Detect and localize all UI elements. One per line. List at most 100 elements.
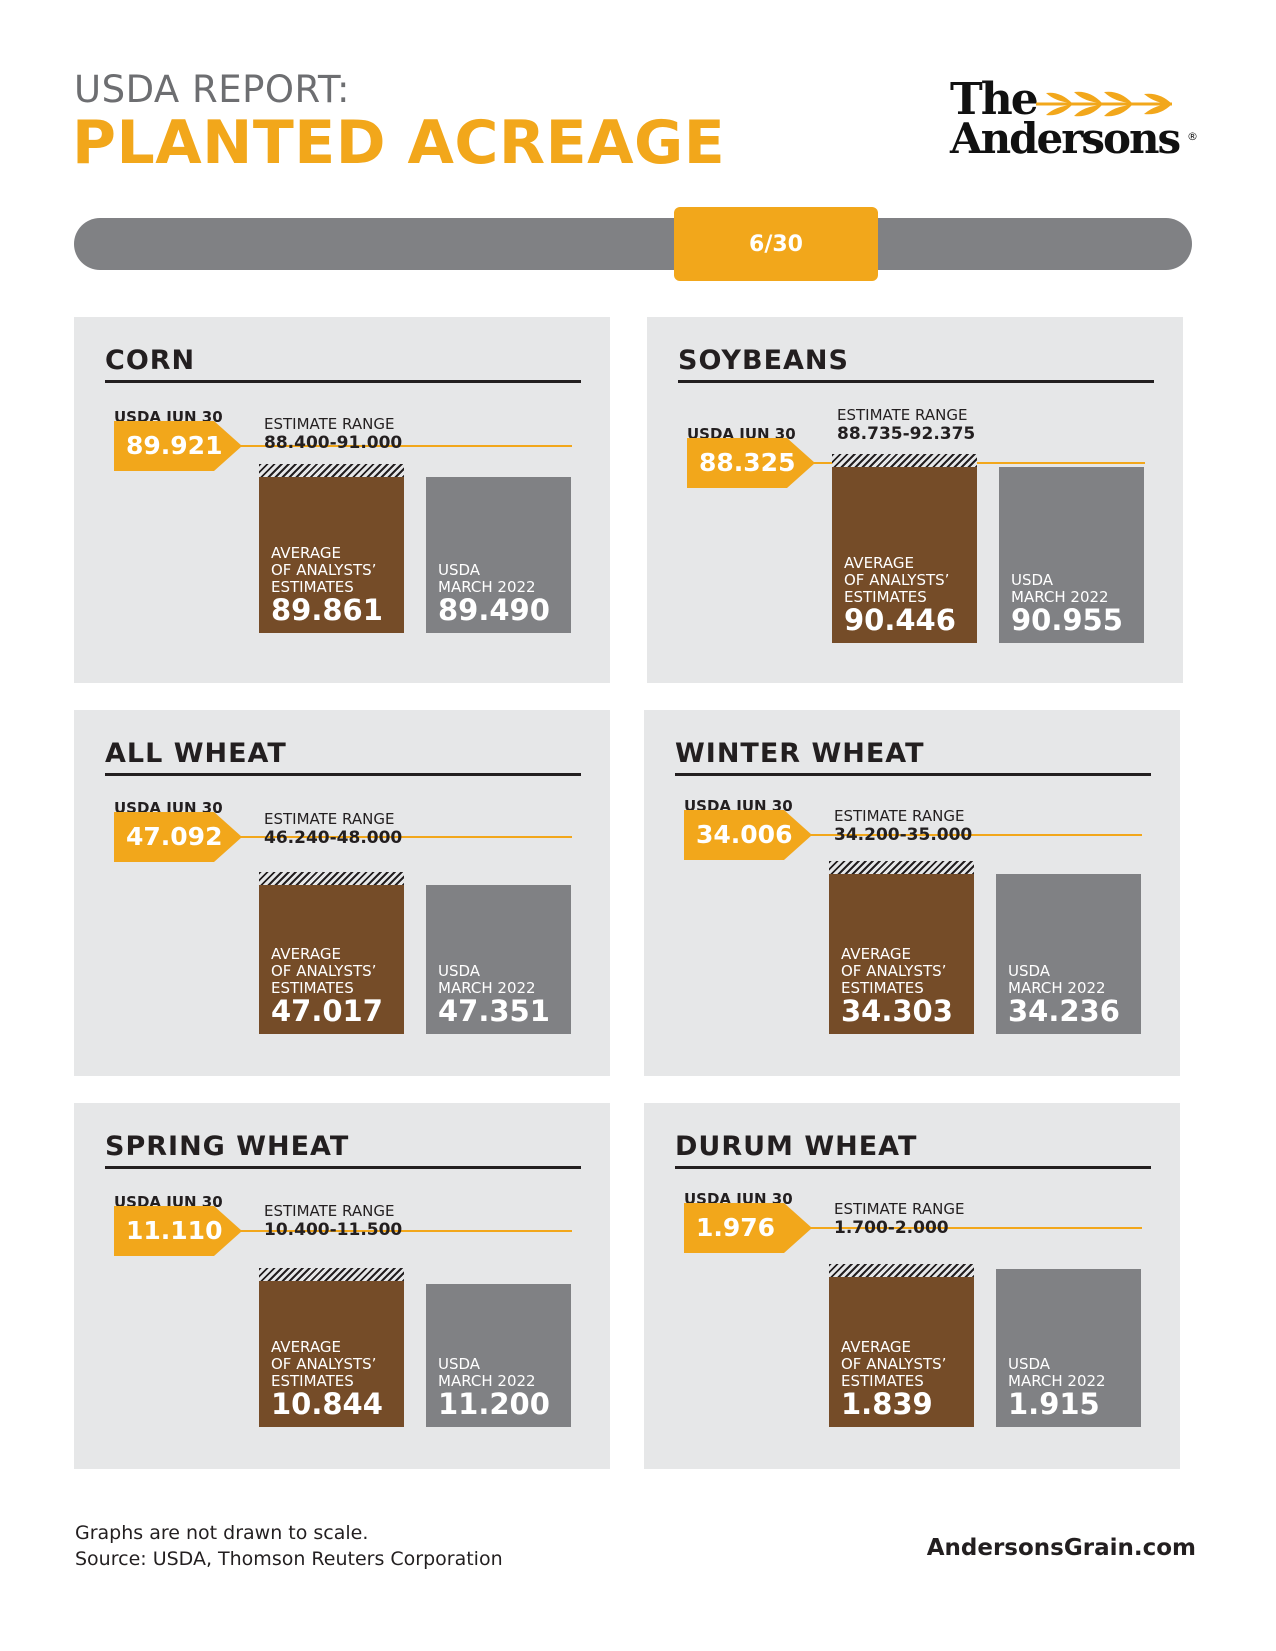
avg-estimate-label: AVERAGE OF ANALYSTS’ ESTIMATES	[271, 1339, 376, 1390]
estimate-range-label: ESTIMATE RANGE	[834, 807, 965, 825]
flag-shape	[114, 812, 242, 862]
march-label-line: MARCH 2022	[438, 578, 536, 596]
crop-title: WINTER WHEAT	[675, 738, 925, 769]
usda-jun30-value: 89.921	[126, 431, 223, 460]
avg-estimate-label: AVERAGE OF ANALYSTS’ ESTIMATES	[841, 1339, 946, 1390]
avg-label-line: OF ANALYSTS’	[271, 962, 377, 980]
estimate-range-value: 34.200-35.000	[834, 825, 973, 845]
flag-shape	[114, 421, 242, 471]
march-label-line: USDA	[438, 561, 481, 579]
scale-note: Graphs are not drawn to scale.	[75, 1522, 369, 1544]
usda-march-label: USDA MARCH 2022	[438, 562, 536, 596]
title-rule	[678, 380, 1154, 383]
avg-label-line: OF ANALYSTS’	[844, 571, 950, 589]
avg-estimate-label: AVERAGE OF ANALYSTS’ ESTIMATES	[271, 545, 376, 596]
estimate-range-label: ESTIMATE RANGE	[264, 415, 395, 433]
estimate-range-label: ESTIMATE RANGE	[264, 1202, 395, 1220]
crop-title: CORN	[105, 345, 196, 376]
crop-panel: CORN USDA JUN 30 89.921 ESTIMATE RANGE 88.40…	[74, 317, 610, 683]
avg-estimate-value: 10.844	[271, 1387, 383, 1421]
march-label-line: MARCH 2022	[438, 1372, 536, 1390]
avg-label-line: AVERAGE	[841, 945, 911, 963]
crop-title: SPRING WHEAT	[105, 1131, 350, 1162]
wheat-icon	[1036, 91, 1172, 117]
usda-march-bar: USDA MARCH 2022 11.200	[426, 1284, 571, 1427]
crop-panel: WINTER WHEAT USDA JUN 30 34.006 ESTIMATE RA…	[644, 710, 1180, 1076]
title-rule	[105, 773, 581, 776]
march-label-line: USDA	[438, 1355, 481, 1373]
usda-march-value: 1.915	[1008, 1387, 1100, 1421]
report-pretitle: USDA REPORT:	[74, 68, 351, 111]
usda-jun30-flag: 88.325	[687, 438, 815, 488]
title-rule	[105, 380, 581, 383]
avg-label-line: AVERAGE	[841, 1338, 911, 1356]
estimate-range-value: 10.400-11.500	[264, 1220, 403, 1240]
usda-march-label: USDA MARCH 2022	[438, 963, 536, 997]
usda-march-label: USDA MARCH 2022	[438, 1356, 536, 1390]
avg-label-line: AVERAGE	[271, 544, 341, 562]
usda-jun30-flag: 47.092	[114, 812, 242, 862]
logo-registered-mark: ®	[1187, 130, 1198, 143]
usda-march-value: 47.351	[438, 994, 550, 1028]
avg-estimate-value: 1.839	[841, 1387, 933, 1421]
usda-march-bar: USDA MARCH 2022 47.351	[426, 885, 571, 1034]
date-badge: 6/30	[674, 207, 878, 281]
avg-label-line: ESTIMATES	[841, 979, 924, 997]
avg-estimate-bar: AVERAGE OF ANALYSTS’ ESTIMATES 90.446	[832, 467, 977, 643]
march-label-line: MARCH 2022	[1008, 1372, 1106, 1390]
crop-title: DURUM WHEAT	[675, 1131, 918, 1162]
report-title: PLANTED ACREAGE	[72, 108, 726, 178]
estimate-range-value: 1.700-2.000	[834, 1218, 949, 1238]
date-text: 6/30	[749, 231, 803, 257]
estimate-range-value: 88.735-92.375	[837, 424, 976, 444]
usda-march-value: 11.200	[438, 1387, 550, 1421]
crop-panel: SOYBEANS USDA JUN 30 88.325 ESTIMATE RANGE 8…	[647, 317, 1183, 683]
estimate-range-hatch	[259, 464, 404, 477]
march-label-line: USDA	[1008, 1355, 1051, 1373]
usda-jun30-flag: 34.006	[684, 810, 812, 860]
usda-jun30-value: 1.976	[696, 1213, 776, 1242]
flag-shape	[684, 810, 812, 860]
avg-estimate-value: 47.017	[271, 994, 383, 1028]
avg-label-line: ESTIMATES	[844, 588, 927, 606]
timeline-bar	[74, 218, 1192, 270]
estimate-range-label: ESTIMATE RANGE	[837, 406, 968, 424]
march-label-line: MARCH 2022	[438, 979, 536, 997]
crop-panel: SPRING WHEAT USDA JUN 30 11.110 ESTIMATE RA…	[74, 1103, 610, 1469]
usda-jun30-line	[234, 836, 572, 838]
logo-the: The	[950, 74, 1039, 125]
andersons-logo: The Andersons ®	[950, 78, 1200, 168]
estimate-range-hatch	[259, 872, 404, 885]
usda-march-value: 90.955	[1011, 603, 1123, 637]
avg-label-line: OF ANALYSTS’	[841, 962, 947, 980]
crop-title: ALL WHEAT	[105, 738, 287, 769]
flag-shape	[114, 1206, 242, 1256]
usda-jun30-line	[804, 834, 1142, 836]
avg-estimate-value: 34.303	[841, 994, 953, 1028]
title-rule	[105, 1166, 581, 1169]
usda-march-bar: USDA MARCH 2022 90.955	[999, 467, 1144, 643]
usda-jun30-value: 11.110	[126, 1216, 223, 1245]
avg-label-line: OF ANALYSTS’	[271, 1355, 377, 1373]
usda-jun30-line	[234, 1230, 572, 1232]
avg-estimate-value: 89.861	[271, 593, 383, 627]
usda-jun30-value: 34.006	[696, 820, 793, 849]
avg-estimate-bar: AVERAGE OF ANALYSTS’ ESTIMATES 1.839	[829, 1277, 974, 1427]
estimate-range-label: ESTIMATE RANGE	[264, 810, 395, 828]
march-label-line: USDA	[1011, 571, 1054, 589]
avg-label-line: ESTIMATES	[271, 578, 354, 596]
usda-march-label: USDA MARCH 2022	[1008, 963, 1106, 997]
estimate-range-hatch	[829, 1264, 974, 1277]
avg-estimate-bar: AVERAGE OF ANALYSTS’ ESTIMATES 89.861	[259, 477, 404, 633]
estimate-range-value: 88.400-91.000	[264, 433, 403, 453]
crop-title: SOYBEANS	[678, 345, 849, 376]
usda-march-value: 34.236	[1008, 994, 1120, 1028]
website-link[interactable]: AndersonsGrain.com	[926, 1535, 1196, 1561]
source-note: Source: USDA, Thomson Reuters Corporatio…	[75, 1548, 503, 1570]
usda-march-label: USDA MARCH 2022	[1011, 572, 1109, 606]
flag-shape	[687, 438, 815, 488]
avg-estimate-bar: AVERAGE OF ANALYSTS’ ESTIMATES 47.017	[259, 885, 404, 1034]
flag-shape	[684, 1203, 812, 1253]
estimate-range-hatch	[259, 1268, 404, 1281]
avg-label-line: ESTIMATES	[271, 1372, 354, 1390]
